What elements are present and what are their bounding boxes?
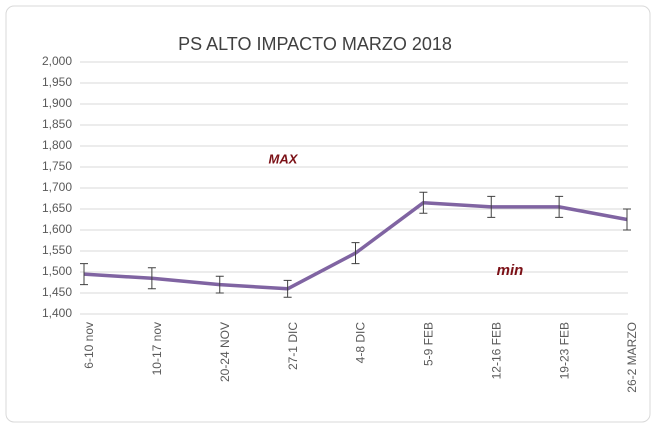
error-bar [419,191,428,214]
annotation: MAX [269,151,299,166]
y-tick-label: 1,450 [42,285,72,299]
x-tick-label: 5-9 FEB [422,322,436,366]
y-tick-label: 1,650 [42,201,72,215]
y-tick-label: 2,000 [42,54,72,68]
error-bar [283,279,292,298]
y-tick-label: 1,900 [42,96,72,110]
x-tick-label: 27-1 DIC [286,322,300,370]
x-tick-label: 19-23 FEB [557,322,571,379]
y-tick-label: 1,750 [42,159,72,173]
x-tick-label: 12-16 FEB [489,322,503,379]
y-tick-label: 1,550 [42,243,72,257]
error-bar [487,195,496,218]
y-tick-label: 1,800 [42,138,72,152]
x-tick-label: 4-8 DIC [354,322,368,364]
x-tick-label: 20-24 NOV [218,322,232,382]
y-tick-label: 1,950 [42,75,72,89]
y-tick-label: 1,850 [42,117,72,131]
x-tick-label: 10-17 nov [150,322,164,375]
error-bar [80,263,88,286]
error-bar [351,242,360,265]
chart-frame [5,5,651,423]
error-bar [623,208,631,231]
x-tick-label: 6-10 nov [82,322,96,369]
error-bar [215,275,224,294]
x-tick-label: 26-2 MARZO [625,322,639,393]
y-tick-label: 1,700 [42,180,72,194]
annotation: min [497,262,524,279]
error-bar [555,195,564,218]
y-tick-label: 1,600 [42,222,72,236]
y-tick-label: 1,500 [42,264,72,278]
y-tick-label: 1,400 [42,306,72,320]
error-bar [147,267,156,290]
chart-title: PS ALTO IMPACTO MARZO 2018 [178,34,452,54]
